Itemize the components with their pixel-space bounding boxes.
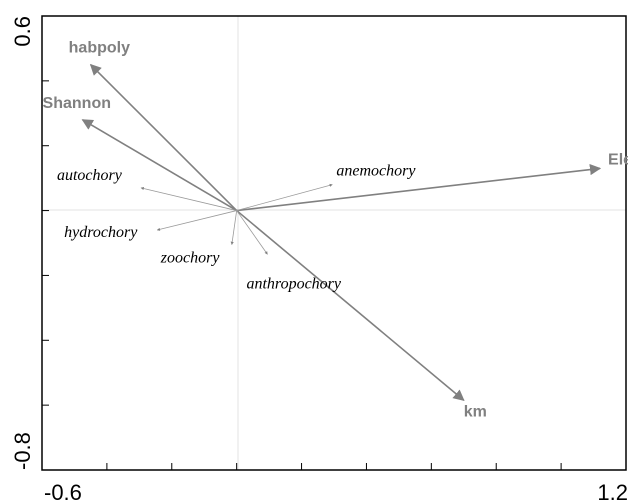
env-label-habpoly: habpoly [69, 40, 130, 57]
y-tick-label-max: 0.6 [10, 16, 35, 47]
env-label-elev: Elev [608, 151, 628, 168]
env-vector-km [236, 209, 465, 401]
species-vector-autochory [140, 186, 237, 211]
plot-frame [41, 15, 627, 471]
env-vector-habpoly [89, 63, 238, 212]
env-label-km: km [464, 403, 487, 420]
species-vector-anemochory [236, 183, 333, 211]
species-label-hydrochory: hydrochory [64, 224, 138, 241]
axis-ticks [42, 80, 562, 470]
species-vector-zoochory [230, 210, 238, 245]
species-label-anthropochory: anthropochory [246, 275, 341, 292]
species-label-anemochory: anemochory [336, 163, 416, 180]
vector-labels: habpoly Shannon Elev km autochory anemochory h… [43, 40, 628, 421]
env-vector-elev [236, 164, 602, 212]
species-vector-anthropochory [236, 210, 268, 255]
x-tick-label-max: 1.2 [597, 480, 628, 503]
env-label-shannon: Shannon [43, 95, 111, 112]
y-tick-label-min: -0.8 [10, 432, 35, 470]
env-vector-shannon [81, 119, 238, 212]
x-tick-label-min: -0.6 [44, 480, 82, 503]
species-label-autochory: autochory [57, 167, 123, 184]
species-label-zoochory: zoochory [160, 250, 221, 267]
species-vector-hydrochory [156, 210, 237, 231]
vectors [81, 63, 602, 401]
